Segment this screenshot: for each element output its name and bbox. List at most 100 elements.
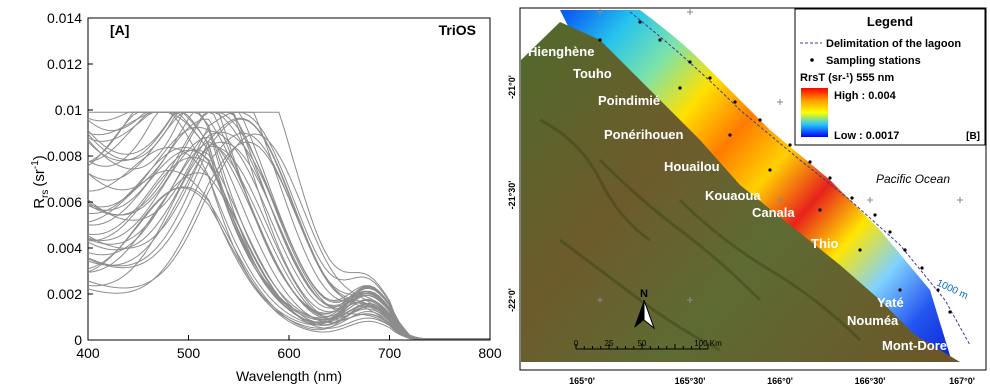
- sampling-station: [678, 86, 682, 90]
- lat-tick-22-0: -22°0': [507, 288, 517, 312]
- pacific-ocean-label: Pacific Ocean: [876, 172, 950, 186]
- legend-station-swatch: [810, 58, 814, 62]
- sampling-station: [936, 288, 940, 292]
- lagoon-map: Hienghène Touho Poindimié Ponérihouen Ho…: [507, 7, 987, 386]
- x-axis-label: Wavelength (nm): [236, 368, 342, 384]
- lon-tick-165-30: 165°30': [675, 376, 706, 386]
- land-mass: [521, 22, 960, 362]
- map-legend: Legend Delimitation of the lagoon Sampli…: [794, 8, 986, 146]
- y-label-unit: (sr: [31, 169, 48, 187]
- x-tick-label: 400: [76, 345, 100, 361]
- spectrum-line: [87, 111, 490, 340]
- place-touho: Touho: [573, 66, 612, 81]
- sampling-station: [873, 213, 877, 217]
- y-tick-label: 0.014: [47, 10, 82, 26]
- sampling-station: [903, 248, 907, 252]
- terrain-ridge: [598, 158, 762, 302]
- place-canala: Canala: [752, 205, 795, 220]
- legend-low: Low : 0.0017: [834, 130, 899, 142]
- y-tick-label: 0.01: [55, 102, 82, 118]
- sampling-station: [638, 20, 642, 24]
- spectra-axes: 400 500 600 700 800 0 0.002 0.004 0.006 0.008 0.01…: [47, 10, 502, 361]
- place-hienghene: Hienghène: [528, 44, 594, 59]
- x-tick-label: 700: [378, 345, 402, 361]
- y-label-main: R: [31, 198, 48, 209]
- sampling-station: [818, 208, 822, 212]
- place-noumea: Nouméa: [847, 313, 899, 328]
- y-axis-label: Rrs (sr-1): [30, 155, 51, 209]
- north-arrow-left: [634, 300, 644, 328]
- sampling-station: [688, 60, 692, 64]
- sampling-stations: [598, 20, 952, 314]
- sampling-station: [788, 143, 792, 147]
- panel-a-label: [A]: [110, 22, 129, 38]
- y-tick-label: 0.004: [47, 240, 82, 256]
- sampling-station: [850, 196, 854, 200]
- y-label-exp: -1: [30, 160, 41, 169]
- sampling-station: [728, 133, 732, 137]
- terrain-ridge: [678, 198, 862, 342]
- legend-high: High : 0.004: [834, 90, 897, 102]
- place-ponerihouen: Ponérihouen: [604, 127, 684, 142]
- scale-ticks: [575, 344, 709, 349]
- legend-variable: RrsT (sr-¹) 555 nm: [800, 72, 894, 84]
- scale-label-50: 50: [638, 339, 647, 348]
- legend-color-ramp: [801, 88, 828, 137]
- spectra-chart: 400 500 600 700 800 0 0.002 0.004 0.006 0.008 0.01…: [30, 10, 502, 384]
- sampling-station: [920, 266, 924, 270]
- scale-bar: 0 25 50 100 Km: [574, 339, 722, 350]
- north-arrow: N: [634, 288, 656, 330]
- lon-tick-166-30: 166°30': [855, 376, 886, 386]
- spectra-series-group: [87, 111, 490, 340]
- sampling-station: [758, 118, 762, 122]
- lat-tick-21-0: -21°0': [507, 75, 517, 99]
- terrain-ridge: [539, 118, 651, 242]
- x-tick-label: 600: [277, 345, 301, 361]
- lon-tick-166-0: 166°0': [767, 376, 793, 386]
- place-yate: Yaté: [877, 295, 904, 310]
- lagoon-delimitation-line: [629, 11, 971, 346]
- y-label-close: ): [31, 155, 48, 160]
- terrain-texture: [539, 118, 862, 352]
- lat-tick-21-30: -21°30': [507, 181, 517, 210]
- panel-b-label: [B]: [966, 131, 980, 142]
- place-thio: Thio: [811, 236, 838, 251]
- place-houailou: Houailou: [664, 159, 720, 174]
- y-tick-label: 0.006: [47, 194, 82, 210]
- sampling-station: [598, 38, 602, 42]
- instrument-label: TriOS: [439, 22, 476, 38]
- x-tick-label: 800: [478, 345, 502, 361]
- scale-label-25: 25: [605, 339, 614, 348]
- sampling-station: [948, 310, 952, 314]
- lon-tick-165-0: 165°0': [569, 376, 595, 386]
- sampling-station: [733, 100, 737, 104]
- place-kouaoua: Kouaoua: [705, 188, 761, 203]
- sampling-station: [858, 248, 862, 252]
- legend-item-delimitation: Delimitation of the lagoon: [826, 38, 961, 50]
- y-tick-label: 0.012: [47, 56, 82, 72]
- sampling-station: [828, 176, 832, 180]
- sampling-station: [898, 288, 902, 292]
- x-tick-label: 500: [177, 345, 201, 361]
- legend-item-stations: Sampling stations: [826, 55, 921, 67]
- legend-title: Legend: [867, 14, 913, 29]
- scale-label-0: 0: [574, 339, 579, 348]
- terrain-ridge: [559, 238, 721, 352]
- scale-label-100: 100 Km: [694, 339, 722, 348]
- y-tick-label: 0: [74, 332, 82, 348]
- sampling-station: [808, 160, 812, 164]
- place-poindimie: Poindimié: [598, 93, 660, 108]
- sampling-station: [768, 168, 772, 172]
- north-arrow-right: [643, 299, 656, 330]
- sampling-station: [888, 230, 892, 234]
- y-label-sub: rs: [40, 190, 51, 198]
- y-tick-label: 0.002: [47, 286, 82, 302]
- place-mont-dore: Mont-Dore: [882, 338, 947, 353]
- north-label: N: [640, 288, 648, 300]
- sampling-station: [658, 38, 662, 42]
- y-tick-label: 0.008: [47, 148, 82, 164]
- sampling-station: [708, 76, 712, 80]
- lon-tick-167-0: 167°0': [949, 376, 975, 386]
